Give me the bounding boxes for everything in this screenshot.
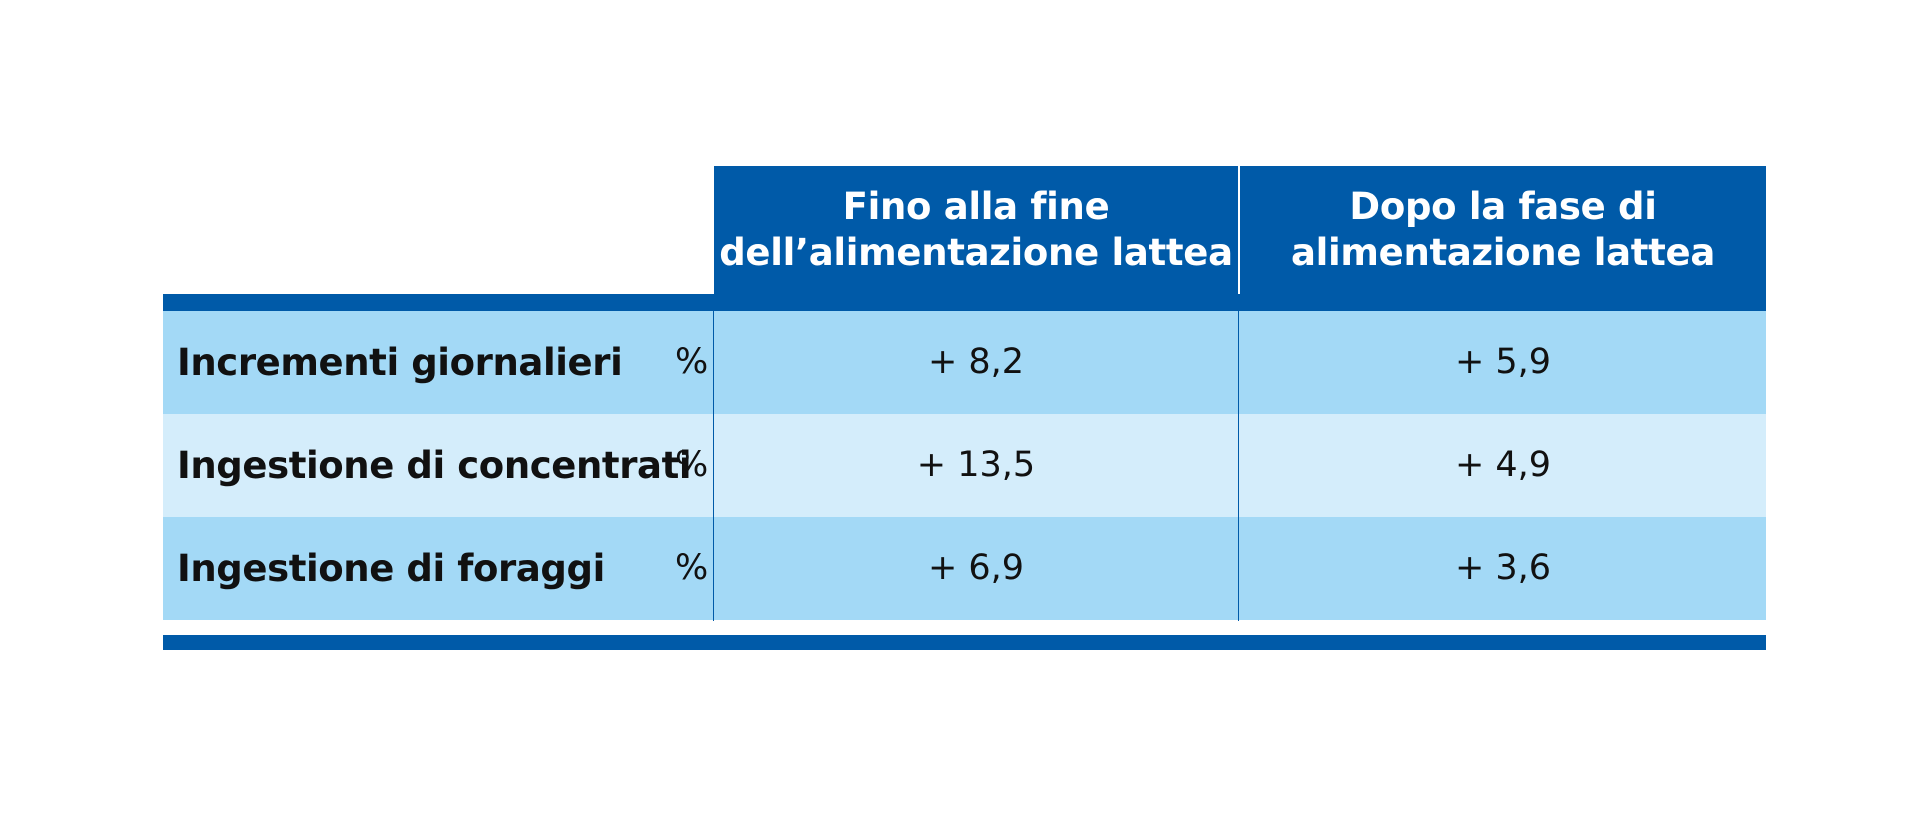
column-header-line: Dopo la fase di	[1349, 185, 1657, 228]
row-label: Ingestione di concentrati	[177, 444, 692, 487]
column-header-line: dell’alimentazione lattea	[719, 231, 1233, 274]
table-top-rule	[163, 294, 1766, 311]
row-unit: %	[675, 445, 709, 485]
table-cell: + 3,6	[1454, 548, 1552, 588]
column-header-until-end-of-milk-feeding: Fino alla fine dell’alimentazione lattea	[714, 166, 1238, 294]
table-cell: + 4,9	[1454, 445, 1552, 485]
table-bottom-rule	[163, 635, 1766, 650]
table-cell: + 6,9	[927, 548, 1025, 588]
table-cell: + 8,2	[927, 342, 1025, 382]
column-divider	[1238, 311, 1239, 621]
table-row: Ingestione di foraggi % + 6,9 + 3,6	[163, 517, 1766, 620]
row-label: Ingestione di foraggi	[177, 547, 605, 590]
table-cell: + 5,9	[1454, 342, 1552, 382]
header-divider	[1238, 166, 1240, 294]
row-unit: %	[675, 342, 709, 382]
table-cell: + 13,5	[916, 445, 1036, 485]
column-header-after-milk-feeding: Dopo la fase di alimentazione lattea	[1240, 166, 1766, 294]
column-header-line: alimentazione lattea	[1290, 231, 1716, 274]
table-row: Ingestione di concentrati % + 13,5 + 4,9	[163, 414, 1766, 517]
column-divider	[713, 311, 714, 621]
table-row: Incrementi giornalieri % + 8,2 + 5,9	[163, 311, 1766, 414]
row-label: Incrementi giornalieri	[177, 341, 623, 384]
row-unit: %	[675, 548, 709, 588]
column-header-line: Fino alla fine	[842, 185, 1110, 228]
